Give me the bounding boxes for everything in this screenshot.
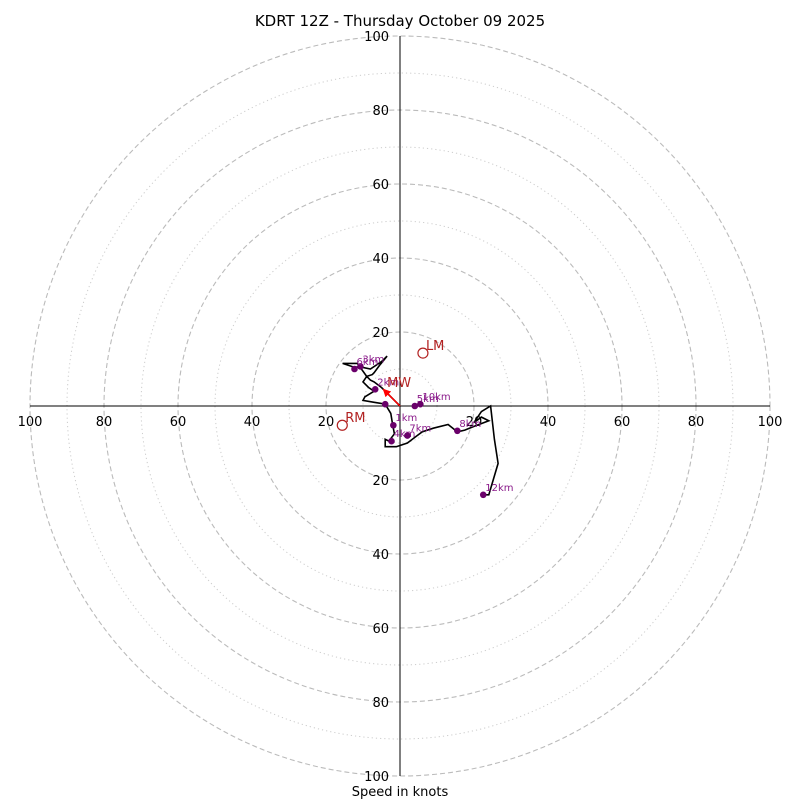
height-markers: 1km2km3km4km5km6km7km8km10km12km (351, 354, 514, 499)
storm-motion-rm-label: RM (345, 411, 365, 426)
storm-motion-lm-label: LM (426, 339, 444, 354)
height-label-12km: 12km (485, 483, 513, 494)
tick-y-top-60: 60 (372, 178, 389, 193)
tick-x-right-40: 40 (540, 415, 557, 430)
height-label-2km: 2km (377, 377, 399, 388)
tick-y-top-80: 80 (372, 104, 389, 119)
mean-wind-arrow (382, 388, 401, 407)
height-label-8km: 8km (459, 419, 481, 430)
tick-labels: 100 80 60 40 20 20 40 60 80 100100806040202040608… (18, 30, 783, 785)
storm-motion-rm-marker (336, 419, 348, 431)
height-label-3km: 3km (362, 354, 384, 365)
height-point-10km (417, 400, 424, 408)
height-point-5km (411, 402, 419, 410)
height-point-8km (454, 427, 461, 435)
chart-title: KDRT 12Z - Thursday October 09 2025 (255, 12, 545, 30)
height-point-3km (357, 363, 364, 370)
height-label-5km: 5km (417, 394, 439, 405)
height-label-7km: 7km (409, 424, 431, 435)
tick-y-bottom-80: 80 (372, 696, 389, 711)
height-point-7km (404, 432, 411, 439)
height-label-1km: 1km (395, 413, 417, 424)
tick-x-right-80: 80 (688, 415, 705, 430)
tick-y-bottom-20: 20 (372, 474, 389, 489)
tick-y-bottom-100: 100 (364, 770, 389, 785)
tick-x-left-20: 20 (318, 415, 335, 430)
height-point-sfc-0 (381, 400, 389, 408)
tick-y-top-100: 100 (364, 30, 389, 45)
tick-x-right-60: 60 (614, 415, 631, 430)
height-point-4km (388, 437, 395, 445)
tick-x-left-80: 80 (96, 415, 113, 430)
height-point-2km (371, 386, 379, 393)
storm-motion-lm-marker (417, 347, 429, 359)
tick-y-top-20: 20 (372, 326, 389, 341)
storm-motions: LM RM MW (336, 339, 444, 431)
tick-y-bottom-40: 40 (372, 548, 389, 563)
height-point-6km (351, 365, 358, 373)
height-point-1km (390, 421, 397, 429)
tick-y-top-40: 40 (372, 252, 389, 267)
tick-x-left-60: 60 (170, 415, 187, 430)
x-axis-label: Speed in knots (352, 785, 449, 800)
tick-y-bottom-60: 60 (372, 622, 389, 637)
height-label-6km: 6km (356, 357, 378, 368)
storm-motion-mw-label: MW (387, 376, 411, 391)
height-label-10km: 10km (422, 392, 450, 403)
tick-x-left-100: 100 (18, 415, 43, 430)
height-point-12km (479, 491, 487, 499)
tick-x-right-100: 100 (758, 415, 783, 430)
tick-x-left-40: 40 (244, 415, 261, 430)
